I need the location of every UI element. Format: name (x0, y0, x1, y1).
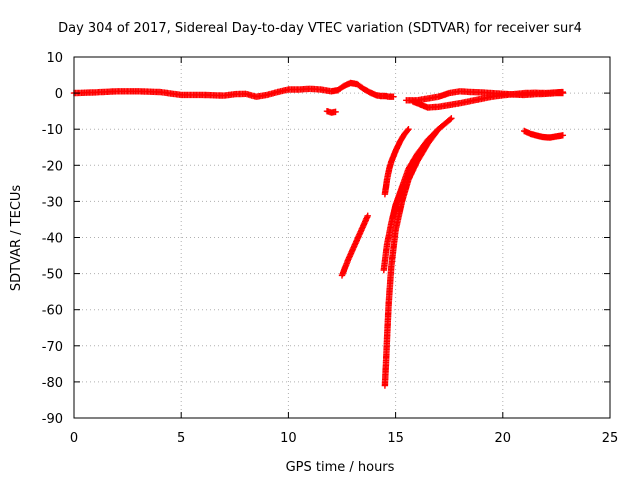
series-short-segment (323, 108, 339, 116)
y-tick-label: -10 (42, 123, 63, 138)
plot-area (70, 79, 567, 389)
x-tick-label: 0 (70, 431, 78, 446)
chart-title: Day 304 of 2017, Sidereal Day-to-day VTE… (58, 21, 582, 36)
data-point-markers (381, 126, 412, 198)
x-tick-label: 20 (495, 431, 512, 446)
series-right-lower (409, 88, 567, 111)
y-tick-label: -70 (42, 340, 63, 355)
x-axis-label: GPS time / hours (286, 460, 395, 475)
data-point-markers (380, 126, 442, 274)
y-tick-label: -80 (42, 376, 63, 391)
y-tick-label: 0 (55, 87, 63, 102)
series-baseline (70, 85, 341, 100)
x-tick-label: 25 (602, 431, 619, 446)
data-point-markers (323, 108, 339, 116)
x-tick-label: 5 (177, 431, 185, 446)
x-tick-label: 15 (387, 431, 404, 446)
series-mid-arc (334, 79, 397, 100)
data-point-markers (521, 127, 567, 141)
y-tick-label: -50 (42, 268, 63, 283)
grid (74, 57, 610, 418)
data-point-markers (338, 212, 371, 279)
y-tick-label: -90 (42, 412, 63, 427)
series-steep-arc (381, 126, 412, 198)
y-tick-label: -30 (42, 195, 63, 210)
series-descending-line (338, 212, 371, 279)
y-tick-label: -40 (42, 232, 63, 247)
series-vertical-dip-b (380, 126, 442, 274)
y-axis-label: SDTVAR / TECUs (9, 185, 24, 292)
x-tick-label: 10 (280, 431, 297, 446)
y-tick-label: 10 (46, 51, 63, 66)
y-tick-label: -20 (42, 159, 63, 174)
data-point-markers (334, 79, 397, 100)
series-late-segment (521, 127, 567, 141)
axis-ticks: 0 5 10 15 20 25 10 0 -10 -20 -30 -40 -50 -60 -70 -80 -90 (42, 51, 619, 446)
y-tick-label: -60 (42, 304, 63, 319)
data-point-markers (409, 88, 567, 111)
data-point-markers (70, 85, 341, 100)
